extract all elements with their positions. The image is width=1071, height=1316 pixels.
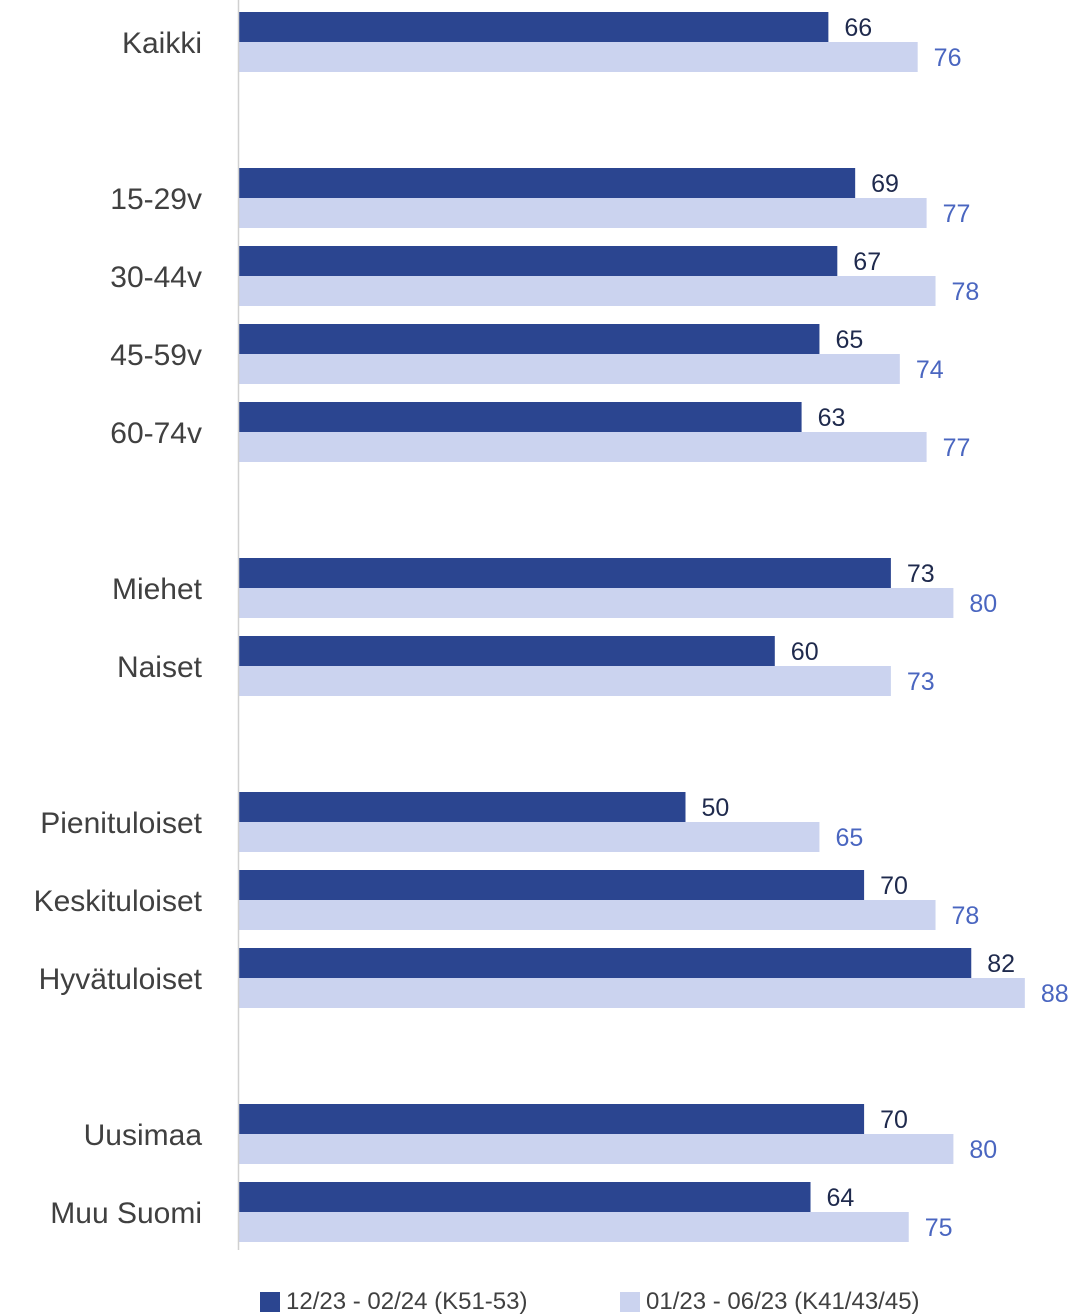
bar-45-59v-series-1 <box>239 324 820 354</box>
category-label-naiset: Naiset <box>117 651 203 684</box>
category-label-miehet: Miehet <box>112 573 203 606</box>
bar-30-44v-series-2 <box>239 276 936 306</box>
category-label-kaikki: Kaikki <box>122 27 202 60</box>
category-label-keskituloiset: Keskituloiset <box>34 885 203 918</box>
value-label-uusimaa-series-1: 70 <box>880 1106 908 1134</box>
value-label-hyvätuloiset-series-2: 88 <box>1041 980 1069 1008</box>
legend-swatch-series-1 <box>260 1292 280 1312</box>
bar-60-74v-series-1 <box>239 402 802 432</box>
category-label-pienituloiset: Pienituloiset <box>40 807 202 840</box>
legend: 12/23 - 02/24 (K51-53) 01/23 - 06/23 (K4… <box>0 1288 1071 1315</box>
category-label-60-74v: 60-74v <box>110 417 202 450</box>
value-label-45-59v-series-1: 65 <box>835 326 863 354</box>
value-label-pienituloiset-series-1: 50 <box>702 794 730 822</box>
value-labels: 6676697767786574637773806073506570788288… <box>702 14 1069 1242</box>
bar-keskituloiset-series-1 <box>239 870 865 900</box>
bar-hyvätuloiset-series-1 <box>239 948 972 978</box>
value-label-45-59v-series-2: 74 <box>916 356 944 384</box>
legend-swatch-series-2 <box>620 1292 640 1312</box>
legend-item-series-2: 01/23 - 06/23 (K41/43/45) <box>620 1288 920 1316</box>
value-label-15-29v-series-1: 69 <box>871 170 899 198</box>
category-labels: Kaikki 15-29v 30-44v 45-59v 60-74v Miehet Nais… <box>34 27 203 1230</box>
category-label-muu-suomi: Muu Suomi <box>50 1197 202 1230</box>
bar-30-44v-series-1 <box>239 246 838 276</box>
value-label-kaikki-series-1: 66 <box>844 14 872 42</box>
bar-uusimaa-series-2 <box>239 1134 954 1164</box>
bar-naiset-series-2 <box>239 666 891 696</box>
bar-chart: Kaikki 15-29v 30-44v 45-59v 60-74v Miehet Nais… <box>34 0 1069 1250</box>
value-label-30-44v-series-2: 78 <box>952 278 980 306</box>
bar-15-29v-series-1 <box>239 168 856 198</box>
value-label-keskituloiset-series-1: 70 <box>880 872 908 900</box>
legend-item-series-1: 12/23 - 02/24 (K51-53) <box>260 1288 528 1316</box>
value-label-pienituloiset-series-2: 65 <box>835 824 863 852</box>
category-label-uusimaa: Uusimaa <box>84 1119 203 1152</box>
bar-muu-suomi-series-2 <box>239 1212 909 1242</box>
bar-miehet-series-2 <box>239 588 954 618</box>
value-label-uusimaa-series-2: 80 <box>969 1136 997 1164</box>
value-label-keskituloiset-series-2: 78 <box>952 902 980 930</box>
value-label-naiset-series-2: 73 <box>907 668 935 696</box>
legend-label-series-1: 12/23 - 02/24 (K51-53) <box>286 1288 528 1315</box>
bar-kaikki-series-2 <box>239 42 918 72</box>
value-label-15-29v-series-2: 77 <box>943 200 971 228</box>
bar-muu-suomi-series-1 <box>239 1182 811 1212</box>
value-label-miehet-series-1: 73 <box>907 560 935 588</box>
category-label-15-29v: 15-29v <box>110 183 202 216</box>
category-label-hyvätuloiset: Hyvätuloiset <box>39 963 203 996</box>
bar-miehet-series-1 <box>239 558 891 588</box>
bar-uusimaa-series-1 <box>239 1104 865 1134</box>
value-label-miehet-series-2: 80 <box>969 590 997 618</box>
category-label-45-59v: 45-59v <box>110 339 202 372</box>
legend-label-series-2: 01/23 - 06/23 (K41/43/45) <box>646 1288 920 1315</box>
bar-hyvätuloiset-series-2 <box>239 978 1025 1008</box>
value-label-kaikki-series-2: 76 <box>934 44 962 72</box>
value-label-30-44v-series-1: 67 <box>853 248 881 276</box>
value-label-60-74v-series-2: 77 <box>943 434 971 462</box>
value-label-muu-suomi-series-2: 75 <box>925 1214 953 1242</box>
bar-kaikki-series-1 <box>239 12 829 42</box>
value-label-hyvätuloiset-series-1: 82 <box>987 950 1015 978</box>
bar-pienituloiset-series-1 <box>239 792 686 822</box>
bar-pienituloiset-series-2 <box>239 822 820 852</box>
category-label-30-44v: 30-44v <box>110 261 202 294</box>
bar-15-29v-series-2 <box>239 198 927 228</box>
bar-60-74v-series-2 <box>239 432 927 462</box>
value-label-naiset-series-1: 60 <box>791 638 819 666</box>
value-label-60-74v-series-1: 63 <box>818 404 846 432</box>
bar-naiset-series-1 <box>239 636 775 666</box>
bar-45-59v-series-2 <box>239 354 900 384</box>
bars <box>239 12 1025 1242</box>
value-label-muu-suomi-series-1: 64 <box>827 1184 855 1212</box>
bar-keskituloiset-series-2 <box>239 900 936 930</box>
